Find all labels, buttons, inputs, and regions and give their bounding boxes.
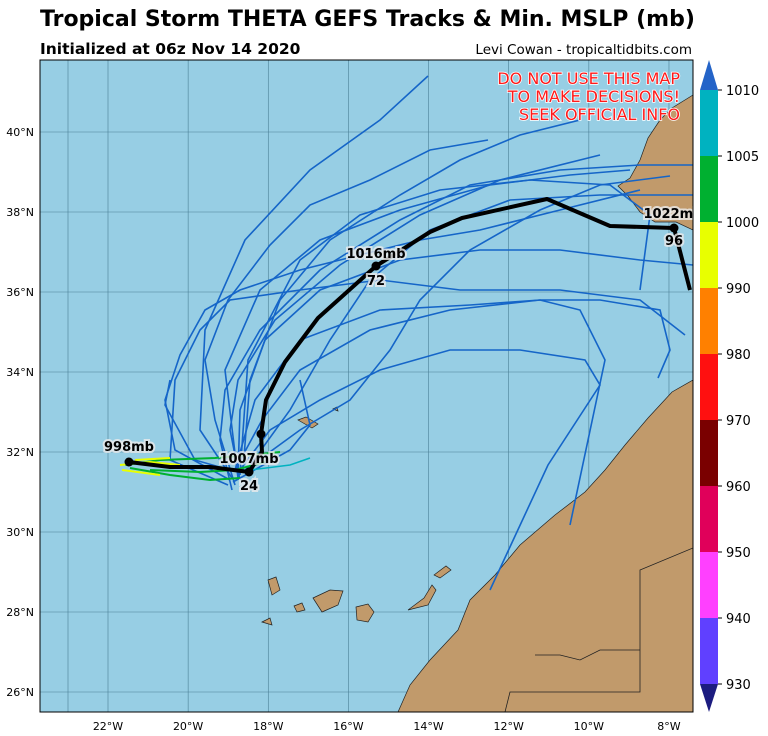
lat-label: 38°N bbox=[6, 206, 34, 219]
colorbar-label: 950 bbox=[726, 546, 751, 561]
colorbar-segment bbox=[700, 552, 718, 618]
colorbar-segment bbox=[700, 90, 718, 156]
borders bbox=[504, 547, 693, 712]
hour-label: 96 bbox=[665, 234, 683, 249]
lat-label: 30°N bbox=[6, 526, 34, 539]
colorbar-label: 1005 bbox=[726, 150, 759, 165]
iberia bbox=[617, 94, 693, 231]
lon-label: 22°W bbox=[93, 720, 123, 733]
colorbar: 1010 1005 1000 990 980 970 960 950 940 930 bbox=[700, 60, 759, 712]
lon-label: 8°W bbox=[657, 720, 680, 733]
lat-label: 28°N bbox=[6, 606, 34, 619]
colorbar-label: 960 bbox=[726, 480, 751, 495]
hour-label: 72 bbox=[367, 274, 385, 289]
colorbar-segment bbox=[700, 420, 718, 486]
hour-label: 24 bbox=[240, 479, 258, 494]
pressure-label: 1007mb bbox=[219, 452, 278, 467]
track-points bbox=[124, 223, 679, 477]
colorbar-label: 940 bbox=[726, 612, 751, 627]
colorbar-under bbox=[700, 684, 718, 712]
colorbar-label: 980 bbox=[726, 348, 751, 363]
africa bbox=[397, 379, 693, 712]
colorbar-segment bbox=[700, 156, 718, 222]
map-frame bbox=[39, 59, 694, 713]
pressure-label: 1022mb bbox=[643, 207, 702, 222]
colorbar-segment bbox=[700, 222, 718, 288]
lon-label: 16°W bbox=[333, 720, 363, 733]
lon-label: 14°W bbox=[413, 720, 443, 733]
lon-label: 20°W bbox=[173, 720, 203, 733]
title: Tropical Storm THETA GEFS Tracks & Min. … bbox=[40, 7, 695, 32]
colorbar-segment bbox=[700, 486, 718, 552]
colorbar-segment bbox=[700, 354, 718, 420]
lon-label: 18°W bbox=[253, 720, 283, 733]
lat-label: 36°N bbox=[6, 286, 34, 299]
axis-labels: 22°W 20°W 18°W 16°W 14°W 12°W 10°W 8°W 40°N 38°N 3… bbox=[6, 126, 681, 733]
pressure-label: 998mb bbox=[104, 440, 154, 455]
lon-label: 10°W bbox=[574, 720, 604, 733]
warning-line: DO NOT USE THIS MAP bbox=[497, 69, 680, 88]
warning-line: SEEK OFFICIAL INFO bbox=[519, 105, 680, 124]
ensemble-tracks bbox=[119, 75, 693, 591]
subtitle: Initialized at 06z Nov 14 2020 bbox=[40, 40, 301, 58]
lat-label: 40°N bbox=[6, 126, 34, 139]
canary-islands bbox=[261, 565, 452, 626]
colorbar-label: 1000 bbox=[726, 216, 759, 231]
colorbar-label: 930 bbox=[726, 678, 751, 693]
pressure-label: 1016mb bbox=[346, 247, 405, 262]
map: 998mb 1007mb 24 1016mb 72 1022mb 96 DO N… bbox=[40, 60, 702, 712]
colorbar-segment bbox=[700, 288, 718, 354]
lat-label: 34°N bbox=[6, 366, 34, 379]
colorbar-label: 1010 bbox=[726, 84, 759, 99]
colorbar-label: 970 bbox=[726, 414, 751, 429]
lat-label: 26°N bbox=[6, 686, 34, 699]
ensemble-mean-track bbox=[128, 197, 692, 474]
colorbar-label: 990 bbox=[726, 282, 751, 297]
colorbar-segment bbox=[700, 618, 718, 684]
lat-label: 32°N bbox=[6, 446, 34, 459]
lon-label: 12°W bbox=[494, 720, 524, 733]
credit: Levi Cowan - tropicaltidbits.com bbox=[475, 42, 692, 58]
colorbar-over bbox=[700, 60, 718, 90]
warning-line: TO MAKE DECISIONS! bbox=[507, 87, 680, 106]
